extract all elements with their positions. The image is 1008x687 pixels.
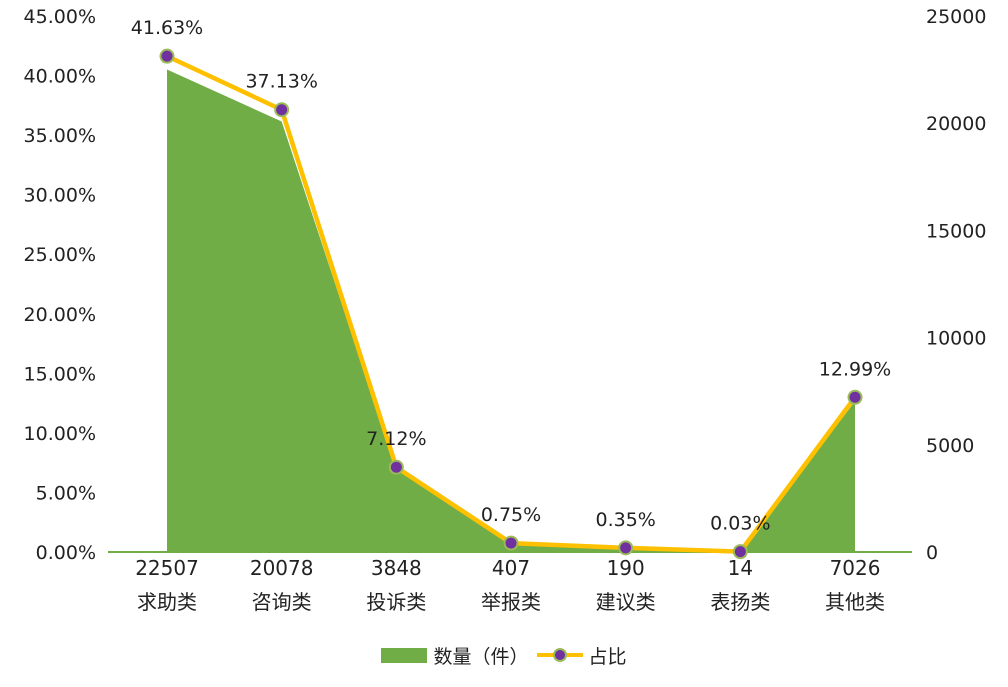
- left-axis-tick-label: 40.00%: [24, 66, 96, 88]
- legend-label-ratio: 占比: [588, 645, 627, 668]
- legend-label-count: 数量（件）: [433, 645, 529, 668]
- line-series: [159, 48, 863, 560]
- legend: 数量（件） 占比: [0, 640, 1008, 670]
- left-axis-tick-label: 45.00%: [24, 6, 96, 28]
- category-label: 咨询类: [252, 590, 312, 614]
- ratio-marker: [618, 540, 634, 556]
- legend-item-count: 数量（件）: [381, 642, 529, 669]
- ratio-data-label: 0.03%: [710, 513, 770, 535]
- left-axis-tick-label: 30.00%: [24, 185, 96, 207]
- right-axis-tick-label: 15000: [926, 220, 986, 242]
- ratio-marker: [503, 535, 519, 551]
- category-label: 举报类: [481, 590, 541, 614]
- category-label: 表扬类: [710, 590, 770, 614]
- left-axis-tick-label: 35.00%: [24, 125, 96, 147]
- category-label: 投诉类: [366, 590, 426, 614]
- ratio-marker: [274, 102, 290, 118]
- category-value-label: 3848: [371, 556, 422, 580]
- right-axis-tick-label: 25000: [926, 6, 986, 28]
- category-value-label: 14: [728, 556, 753, 580]
- category-label: 建议类: [596, 590, 656, 614]
- legend-item-ratio: 占比: [536, 642, 627, 669]
- axes: 0.00% 5.00% 10.00% 15.00% 20.00% 25.00% 30.00%…: [24, 6, 987, 614]
- area-fill: [167, 69, 856, 552]
- ratio-data-label: 0.35%: [596, 509, 656, 531]
- ratio-data-label: 12.99%: [819, 358, 891, 380]
- category-value-label: 20078: [250, 556, 314, 580]
- ratio-data-label: 41.63%: [131, 17, 203, 39]
- right-axis-tick-label: 20000: [926, 113, 986, 135]
- left-axis-tick-label: 15.00%: [24, 363, 96, 385]
- category-value-label: 407: [492, 556, 530, 580]
- right-axis-tick-label: 0: [926, 542, 938, 564]
- ratio-marker: [388, 459, 404, 475]
- ratio-marker: [732, 544, 748, 560]
- chart-canvas: 0.00% 5.00% 10.00% 15.00% 20.00% 25.00% 30.00%…: [24, 6, 987, 614]
- category-value-label: 22507: [135, 556, 199, 580]
- right-axis-tick-label: 5000: [926, 435, 974, 457]
- legend-swatch-line: [536, 648, 583, 662]
- area-series: [167, 69, 856, 552]
- ratio-data-label: 37.13%: [245, 71, 317, 93]
- data-labels: 41.63% 37.13% 7.12% 0.75% 0.35% 0.03% 12.99%: [131, 17, 891, 535]
- left-axis-tick-label: 10.00%: [24, 423, 96, 445]
- ratio-marker: [159, 48, 175, 64]
- category-label: 求助类: [137, 590, 197, 614]
- category-value-label: 190: [607, 556, 645, 580]
- category-value-label: 7026: [830, 556, 881, 580]
- legend-swatch-area: [381, 647, 428, 663]
- right-axis-tick-label: 10000: [926, 328, 986, 350]
- left-axis-tick-label: 5.00%: [36, 482, 96, 504]
- ratio-data-label: 7.12%: [366, 428, 426, 450]
- category-label: 其他类: [825, 590, 885, 614]
- left-axis-tick-label: 25.00%: [24, 244, 96, 266]
- left-axis-tick-label: 0.00%: [36, 542, 96, 564]
- ratio-data-label: 0.75%: [481, 504, 541, 526]
- left-axis-tick-label: 20.00%: [24, 304, 96, 326]
- ratio-marker: [847, 389, 863, 405]
